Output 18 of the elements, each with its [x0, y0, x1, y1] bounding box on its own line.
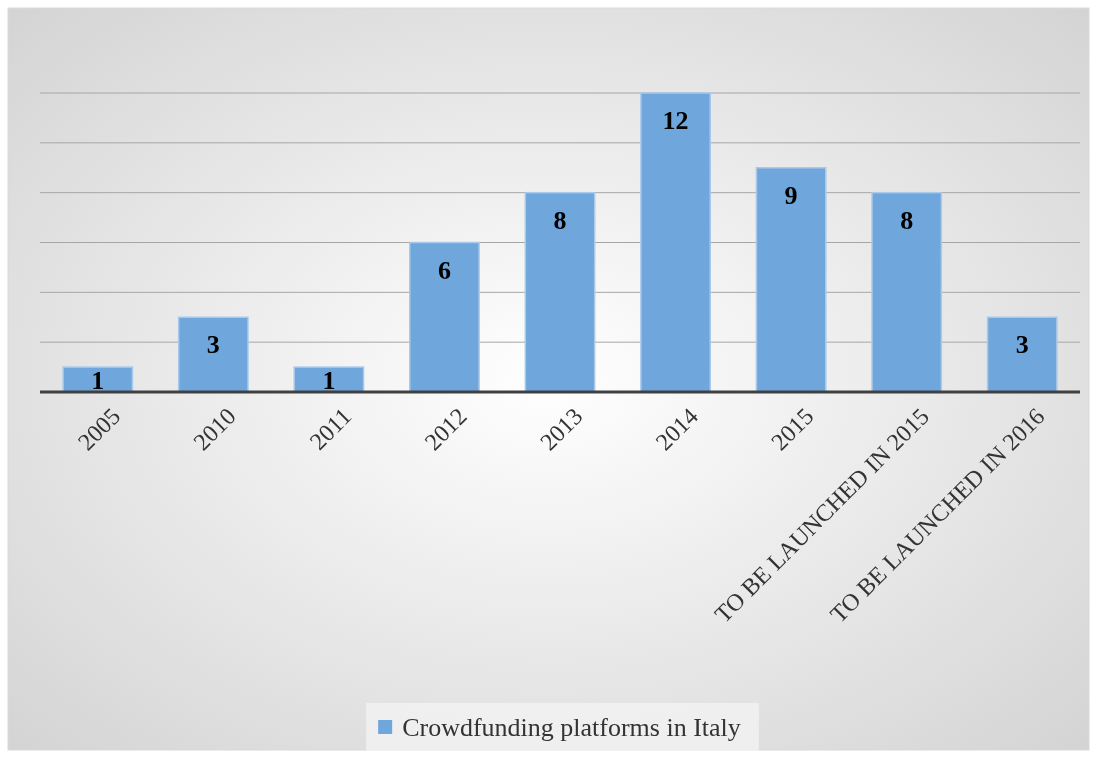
data-label: 1 — [91, 365, 105, 395]
data-label: 6 — [437, 255, 451, 285]
bar — [986, 316, 1058, 393]
data-label: 3 — [1015, 330, 1029, 360]
bar — [524, 191, 596, 393]
bar — [871, 191, 943, 393]
bar — [409, 241, 480, 393]
bar — [640, 92, 711, 393]
data-label: 9 — [784, 180, 798, 210]
bar — [755, 167, 827, 393]
data-label: 3 — [206, 330, 220, 360]
data-label: 8 — [553, 205, 567, 235]
bar — [177, 316, 249, 393]
bar — [62, 366, 134, 393]
data-label: 12 — [662, 106, 689, 135]
text: Crowdfunding platforms in Italy — [402, 713, 741, 743]
data-label: 1 — [322, 365, 336, 395]
data-label: 8 — [900, 205, 914, 235]
